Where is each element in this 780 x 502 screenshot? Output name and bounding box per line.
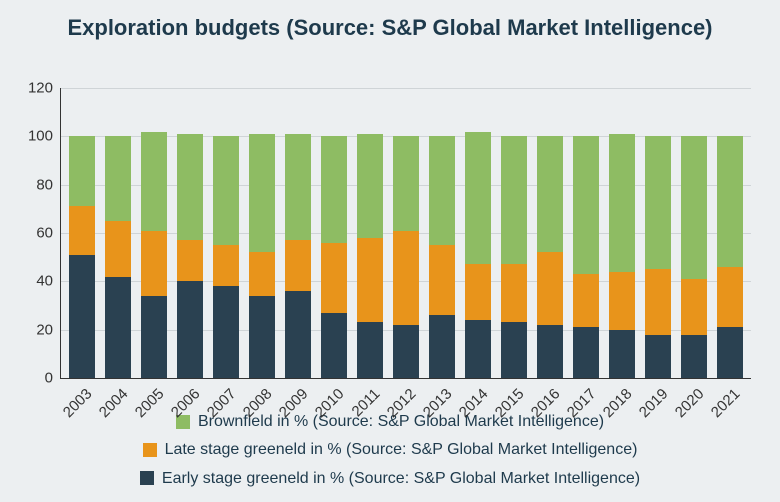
bar-segment-brown [645, 136, 671, 269]
bar: 2020 [681, 136, 707, 378]
bar-segment-early [501, 322, 527, 378]
bar-segment-brown [213, 136, 239, 245]
bar-segment-brown [537, 136, 563, 252]
bar-segment-brown [141, 132, 167, 231]
bar-segment-late [249, 252, 275, 296]
bar-segment-late [537, 252, 563, 325]
bar-segment-brown [177, 134, 203, 240]
y-axis-label: 100 [28, 128, 53, 145]
y-axis-label: 40 [36, 273, 53, 290]
bar-segment-late [429, 245, 455, 315]
y-axis-label: 60 [36, 225, 53, 242]
bar-segment-brown [321, 136, 347, 242]
bar-segment-early [681, 335, 707, 379]
bar: 2018 [609, 134, 635, 378]
y-axis-label: 80 [36, 176, 53, 193]
bar-segment-brown [717, 136, 743, 267]
bar-segment-early [177, 281, 203, 378]
bar-segment-early [105, 277, 131, 379]
chart-container: Exploration budgets (Source: S&P Global … [0, 0, 780, 502]
legend-item-early: Early stage greeneld in % (Source: S&P G… [140, 466, 640, 492]
bar-segment-late [105, 221, 131, 277]
chart-title: Exploration budgets (Source: S&P Global … [0, 0, 780, 42]
bar-segment-early [609, 330, 635, 378]
bar-segment-brown [357, 134, 383, 238]
bar-segment-late [285, 240, 311, 291]
bar-segment-brown [429, 136, 455, 245]
chart-legend: Brownfield in % (Source: S&P Global Mark… [0, 409, 780, 494]
bar-segment-late [393, 231, 419, 325]
bar-segment-brown [573, 136, 599, 274]
bar-segment-early [393, 325, 419, 378]
bar: 2005 [141, 132, 167, 378]
bar-segment-brown [681, 136, 707, 279]
bar-segment-early [537, 325, 563, 378]
bar: 2009 [285, 134, 311, 378]
bar-segment-brown [249, 134, 275, 252]
legend-swatch-icon [143, 443, 157, 457]
legend-swatch-icon [140, 471, 154, 485]
bar-segment-early [357, 322, 383, 378]
bar-segment-late [321, 243, 347, 313]
bar-segment-late [357, 238, 383, 323]
bar-segment-early [249, 296, 275, 378]
legend-item-late: Late stage greeneld in % (Source: S&P Gl… [143, 437, 638, 463]
bar: 2010 [321, 136, 347, 378]
bar-segment-brown [393, 136, 419, 230]
bar-segment-early [141, 296, 167, 378]
bar-segment-late [465, 264, 491, 320]
bar: 2017 [573, 136, 599, 378]
bar-segment-early [573, 327, 599, 378]
bar: 2013 [429, 136, 455, 378]
bar-segment-early [285, 291, 311, 378]
bar-segment-early [321, 313, 347, 378]
bar: 2014 [465, 132, 491, 378]
bar: 2021 [717, 136, 743, 378]
bar-segment-brown [501, 136, 527, 264]
bar-segment-late [213, 245, 239, 286]
bar-segment-brown [69, 136, 95, 206]
bar-segment-brown [285, 134, 311, 240]
bar-segment-brown [105, 136, 131, 221]
bar: 2019 [645, 136, 671, 378]
bar-segment-late [609, 272, 635, 330]
bar-segment-early [213, 286, 239, 378]
bar: 2008 [249, 134, 275, 378]
bar-segment-late [501, 264, 527, 322]
bar: 2016 [537, 136, 563, 378]
bar-segment-late [141, 231, 167, 296]
bar: 2007 [213, 136, 239, 378]
bar: 2006 [177, 134, 203, 378]
bar-segment-early [465, 320, 491, 378]
bar-segment-late [717, 267, 743, 327]
bar-segment-early [645, 335, 671, 379]
bar-segment-early [429, 315, 455, 378]
bar-segment-late [681, 279, 707, 335]
bar: 2011 [357, 134, 383, 378]
bar-segment-late [573, 274, 599, 327]
y-axis-label: 0 [45, 370, 53, 387]
y-axis-label: 120 [28, 80, 53, 97]
legend-label: Late stage greeneld in % (Source: S&P Gl… [165, 437, 638, 463]
bar-segment-early [69, 255, 95, 378]
legend-label: Early stage greeneld in % (Source: S&P G… [162, 466, 640, 492]
bar-segment-brown [465, 132, 491, 265]
bar-segment-late [177, 240, 203, 281]
bar-segment-late [645, 269, 671, 334]
bar-segment-early [717, 327, 743, 378]
bar-segment-late [69, 206, 95, 254]
bar: 2015 [501, 136, 527, 378]
bar: 2004 [105, 136, 131, 378]
bar-segment-brown [609, 134, 635, 272]
chart-plot-area: 0204060801001202003200420052006200720082… [60, 88, 751, 379]
y-axis-label: 20 [36, 321, 53, 338]
bars-group: 2003 2004 2005 2006 2007 2008 2009 2010 2011 2012… [61, 88, 751, 378]
bar: 2012 [393, 136, 419, 378]
bar: 2003 [69, 136, 95, 378]
